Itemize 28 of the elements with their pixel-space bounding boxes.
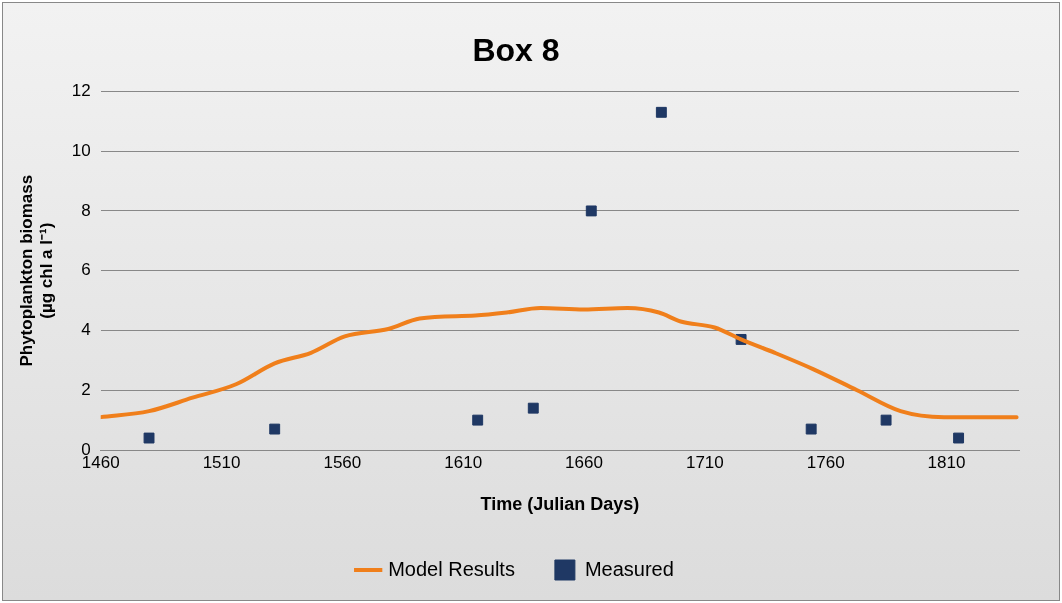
point <box>143 432 155 444</box>
x-tick-label: 1560 <box>323 452 362 472</box>
y-tick-label: 6 <box>81 260 91 280</box>
y-axis-title: Phytoplankton biomass (µg chl a l⁻¹) <box>16 174 57 367</box>
chart-title: Box 8 <box>472 32 560 69</box>
x-tick-label: 1760 <box>806 452 845 472</box>
y-tick-label: 12 <box>71 81 91 101</box>
x-tick-label: 1660 <box>565 452 603 472</box>
point <box>585 205 597 217</box>
point <box>805 423 817 435</box>
point <box>880 414 892 426</box>
y-tick-label: 10 <box>71 140 91 160</box>
point <box>527 402 539 414</box>
point <box>269 423 281 435</box>
legend-label: Model Results <box>388 557 515 580</box>
point <box>655 106 667 118</box>
x-tick-label: 1610 <box>444 452 483 472</box>
x-tick-label: 1510 <box>202 452 241 472</box>
x-tick-label: 1810 <box>927 452 966 472</box>
legend-label: Measured <box>584 557 674 580</box>
y-tick-label: 8 <box>81 200 91 220</box>
y-tick-label: 4 <box>81 320 91 340</box>
point <box>953 432 965 444</box>
x-tick-label: 1710 <box>685 452 724 472</box>
line-series <box>100 306 1019 420</box>
x-axis-title: Time (Julian Days) <box>480 494 640 515</box>
point <box>472 414 484 426</box>
y-tick-label: 2 <box>81 379 91 399</box>
